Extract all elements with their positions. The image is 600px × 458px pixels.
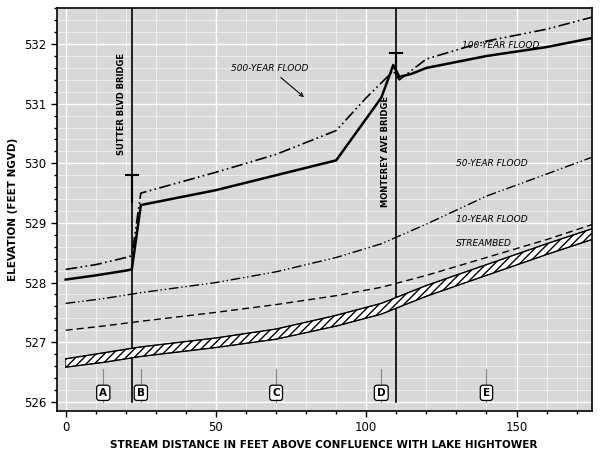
- Text: 100-YEAR FLOOD: 100-YEAR FLOOD: [463, 41, 540, 50]
- X-axis label: STREAM DISTANCE IN FEET ABOVE CONFLUENCE WITH LAKE HIGHTOWER: STREAM DISTANCE IN FEET ABOVE CONFLUENCE…: [110, 440, 538, 450]
- Text: B: B: [137, 388, 145, 398]
- Text: 500-YEAR FLOOD: 500-YEAR FLOOD: [232, 64, 309, 96]
- Y-axis label: ELEVATION (FEET NGVD): ELEVATION (FEET NGVD): [8, 138, 19, 281]
- Text: 10-YEAR FLOOD: 10-YEAR FLOOD: [457, 215, 528, 224]
- Text: SUTTER BLVD BRIDGE: SUTTER BLVD BRIDGE: [117, 53, 126, 155]
- Text: E: E: [483, 388, 490, 398]
- Text: MONTEREY AVE BRIDGE: MONTEREY AVE BRIDGE: [381, 96, 390, 207]
- Text: 50-YEAR FLOOD: 50-YEAR FLOOD: [457, 159, 528, 168]
- Text: STREAMBED: STREAMBED: [457, 239, 512, 248]
- Text: A: A: [99, 388, 107, 398]
- Text: D: D: [377, 388, 386, 398]
- Text: C: C: [272, 388, 280, 398]
